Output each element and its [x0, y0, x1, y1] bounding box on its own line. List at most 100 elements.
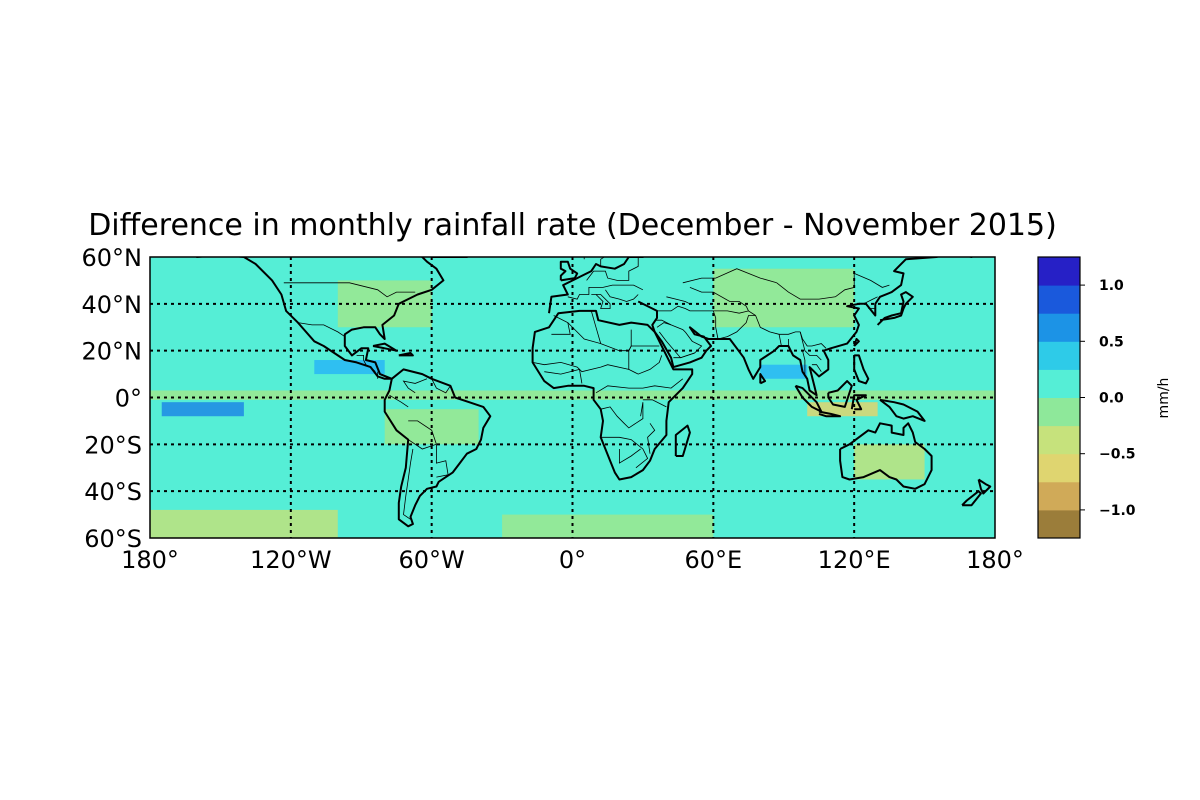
border-africa-algeria [567, 310, 602, 345]
colorbar: 1.0 0.5 0.0 −0.5 −1.0 mm/h [1037, 256, 1172, 539]
lon-tick-label: 120°W [250, 546, 332, 574]
coastline-japan [876, 291, 914, 326]
coastline-south-america [383, 368, 492, 528]
coastline-africa [531, 309, 694, 481]
country-borders [283, 257, 890, 520]
border-europe-scandinavia [600, 257, 605, 267]
border-korea [863, 296, 878, 305]
colorbar-tick-label: −0.5 [1099, 447, 1136, 463]
colorbar-level [1038, 285, 1080, 314]
colorbar-level [1038, 425, 1080, 455]
lat-tick-label: 20°S [84, 431, 142, 459]
field-patch [150, 390, 995, 400]
colorbar-tick-label: 0.0 [1099, 391, 1124, 407]
border-indochina-2 [811, 364, 822, 372]
lon-tick-label: 180° [966, 546, 1024, 574]
lat-tick-label: 0° [115, 385, 142, 413]
border-middle-east-3 [656, 322, 672, 328]
border-africa-south-2 [619, 448, 641, 464]
border-europe-italy [591, 294, 611, 309]
border-africa-south [600, 436, 649, 469]
border-china-south-1 [799, 331, 827, 349]
border-europe-scandinavia-2 [583, 257, 585, 260]
coastline-sri-lanka [759, 373, 766, 385]
colorbar-level [1038, 509, 1080, 539]
border-china-south-2 [799, 331, 822, 361]
colorbar-level [1038, 369, 1080, 398]
field-patch [854, 444, 925, 480]
border-south-america-6 [403, 448, 414, 520]
border-middle-east-yemen [673, 352, 695, 359]
map-frame [149, 256, 996, 539]
coastline-java [818, 410, 842, 418]
colorbar-tick-label: 0.5 [1099, 334, 1124, 350]
border-china-mongolia [776, 272, 890, 300]
field-patch [161, 402, 244, 417]
border-south-asia-1 [717, 315, 756, 340]
colorbar-level [1038, 481, 1080, 511]
lat-tick-label: 40°N [82, 291, 143, 319]
lat-tick-label: 20°N [82, 338, 143, 366]
border-caucasus [666, 296, 691, 305]
field-patch [760, 364, 808, 379]
border-africa-sudan [628, 355, 663, 375]
coastline-britain [559, 260, 579, 282]
lon-tick-label: 0° [559, 546, 586, 574]
border-africa-central [595, 378, 684, 394]
border-south-america-5 [431, 378, 451, 394]
coastline-eurasia [548, 257, 644, 314]
coastline-new-zealand-north [977, 478, 992, 495]
border-middle-east-1 [657, 305, 719, 340]
colorbar-level [1038, 257, 1080, 286]
coastline-madagascar [674, 424, 691, 457]
colorbar-level [1038, 313, 1080, 342]
longitude-tick-labels: 180° 120°W 60°W 0° 60°E 120°E 180° [121, 546, 1024, 574]
border-us-canada [283, 282, 416, 298]
border-africa-libya-egypt [600, 343, 660, 352]
latitude-tick-labels: 60°N 40°N 20°N 0° 20°S 40°S 60°S [82, 244, 143, 553]
border-us-mexico [297, 322, 346, 337]
border-europe-1 [567, 284, 644, 300]
border-africa-east [642, 399, 667, 408]
lon-tick-label: 180° [121, 546, 179, 574]
coastline-hispaniola [398, 352, 414, 357]
border-europe-3 [605, 289, 639, 302]
border-europe-2 [586, 257, 639, 281]
border-south-america-3 [389, 394, 409, 408]
map-title: Difference in monthly rainfall rate (Dec… [88, 208, 1057, 243]
colorbar-level [1038, 397, 1080, 427]
colorbar-tick-label: 1.0 [1099, 278, 1124, 294]
field-patch [150, 509, 338, 538]
border-south-america-2 [408, 420, 437, 445]
coastline-new-zealand [961, 490, 982, 507]
lon-tick-label: 60°E [684, 546, 742, 574]
coastline-greenland [431, 257, 469, 258]
coastline-taiwan [853, 338, 860, 347]
colorbar-level [1038, 341, 1080, 370]
colorbar-tick-label: −1.0 [1099, 503, 1136, 519]
field-patch [713, 268, 855, 328]
border-south-america-1 [407, 439, 449, 478]
colorbar-unit-label: mm/h [1156, 378, 1172, 419]
border-central-america-1 [356, 354, 376, 372]
field-patch [314, 360, 385, 375]
border-africa-north [551, 315, 571, 335]
lon-tick-label: 120°E [818, 546, 891, 574]
lat-tick-label: 60°N [82, 244, 143, 272]
coastline-north-america [195, 257, 445, 380]
border-central-asia-3 [713, 310, 756, 316]
border-africa-mozambique [647, 423, 656, 454]
lat-tick-label: 60°S [84, 525, 142, 553]
border-south-america-4 [402, 378, 428, 394]
border-africa-congo [600, 402, 644, 429]
border-south-asia-3 [778, 334, 789, 347]
graticule [150, 257, 995, 538]
border-indochina-1 [802, 350, 806, 375]
field-patch [502, 514, 714, 538]
border-central-asia-2 [682, 268, 777, 284]
coastline-iceland [516, 243, 539, 250]
coastline-new-guinea [879, 398, 926, 422]
colorbar-level [1038, 453, 1080, 483]
